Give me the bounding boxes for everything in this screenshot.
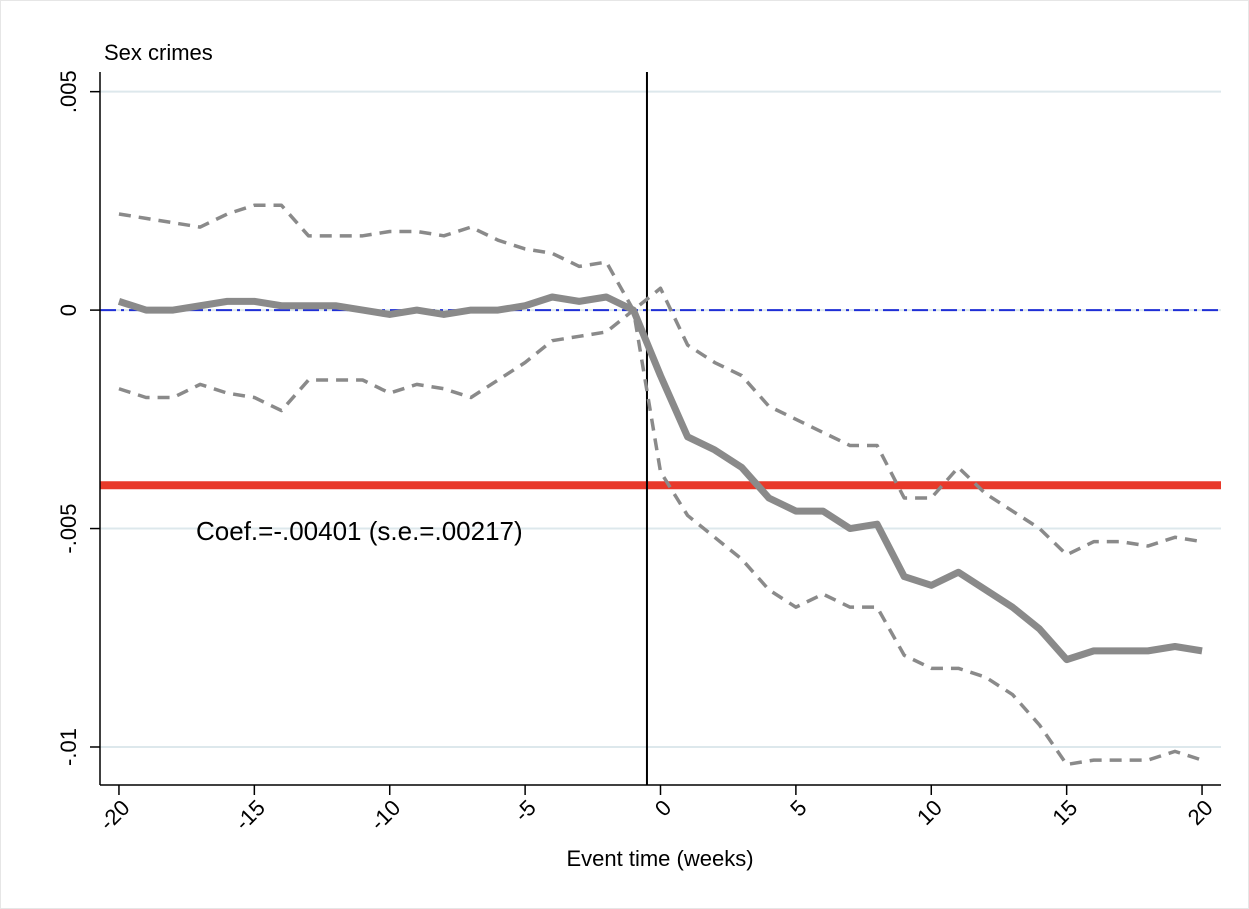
annotation: Coef.=-.00401 (s.e.=.00217) — [196, 516, 523, 546]
ci-line — [118, 203, 1203, 557]
y-tick-label: 0 — [56, 304, 81, 316]
y-tick-label: -.005 — [56, 503, 81, 553]
ci-line — [118, 308, 1203, 767]
y-axis-title: Sex crimes — [104, 40, 213, 65]
y-tick-label: .005 — [56, 70, 81, 113]
y-tick-label: -.01 — [56, 728, 81, 766]
estimate-line — [117, 293, 1203, 664]
x-axis-title: Event time (weeks) — [566, 846, 753, 871]
